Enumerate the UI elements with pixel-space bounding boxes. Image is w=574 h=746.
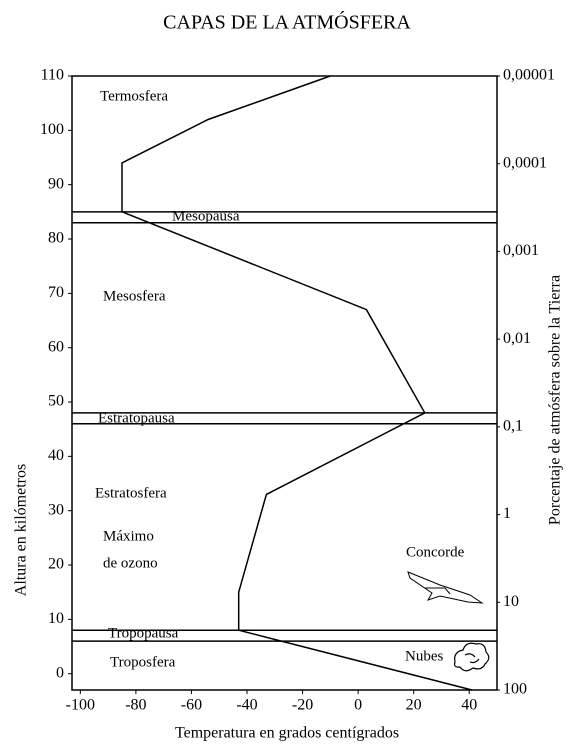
y-tick-label: 50	[48, 393, 64, 410]
x-tick-label: -60	[181, 697, 202, 714]
y2-tick-label: 0,001	[503, 242, 539, 259]
annotation: de ozono	[103, 555, 158, 571]
y-tick-label: 100	[40, 121, 64, 138]
annotation: Termosfera	[100, 88, 168, 104]
concorde-icon	[407, 571, 484, 604]
y-tick-label: 110	[41, 67, 64, 84]
y-tick-label: 70	[48, 284, 64, 301]
annotation: Mesosfera	[103, 288, 166, 304]
y2-tick-label: 1	[503, 505, 511, 522]
annotation: Concorde	[406, 544, 465, 560]
x-tick-label: -100	[66, 697, 95, 714]
y2-tick-label: 100	[503, 681, 527, 698]
y-tick-label: 0	[56, 664, 64, 681]
plot-frame	[71, 75, 498, 691]
y2-tick-label: 0,1	[503, 418, 523, 435]
x-tick-label: 0	[354, 697, 362, 714]
y2-tick-label: 0,0001	[503, 154, 547, 171]
y-tick-label: 90	[48, 175, 64, 192]
annotation: Nubes	[405, 648, 443, 664]
annotation: Estratosfera	[95, 485, 167, 501]
cloud-icon	[453, 642, 490, 672]
y-tick-label: 40	[48, 447, 64, 464]
temperature-line	[121, 75, 473, 691]
y2-tick-label: 0,00001	[503, 67, 555, 84]
x-tick-label: -20	[292, 697, 313, 714]
x-tick-label: -80	[125, 697, 146, 714]
annotation: Máximo	[103, 528, 154, 544]
y-tick-label: 30	[48, 501, 64, 518]
y2-tick-label: 10	[503, 593, 519, 610]
y-axis-label: Altura en kilómetros	[13, 464, 30, 596]
annotation: Estratopausa	[98, 410, 175, 426]
chart-title: CAPAS DE LA ATMÓSFERA	[163, 10, 411, 34]
annotation: Tropopausa	[108, 625, 179, 641]
y2-axis-label: Porcentaje de atmósfera sobre la Tierra	[547, 275, 564, 525]
annotation: Troposfera	[110, 654, 176, 670]
y-tick-label: 60	[48, 338, 64, 355]
y2-tick-label: 0,01	[503, 330, 531, 347]
x-tick-label: 20	[406, 697, 422, 714]
y-tick-label: 20	[48, 556, 64, 573]
y-tick-label: 80	[48, 230, 64, 247]
x-tick-label: 40	[461, 697, 477, 714]
annotation: Mesopausa	[172, 208, 240, 224]
y-tick-label: 10	[48, 610, 64, 627]
x-axis-label: Temperatura en grados centígrados	[175, 725, 399, 742]
x-tick-label: -40	[236, 697, 257, 714]
